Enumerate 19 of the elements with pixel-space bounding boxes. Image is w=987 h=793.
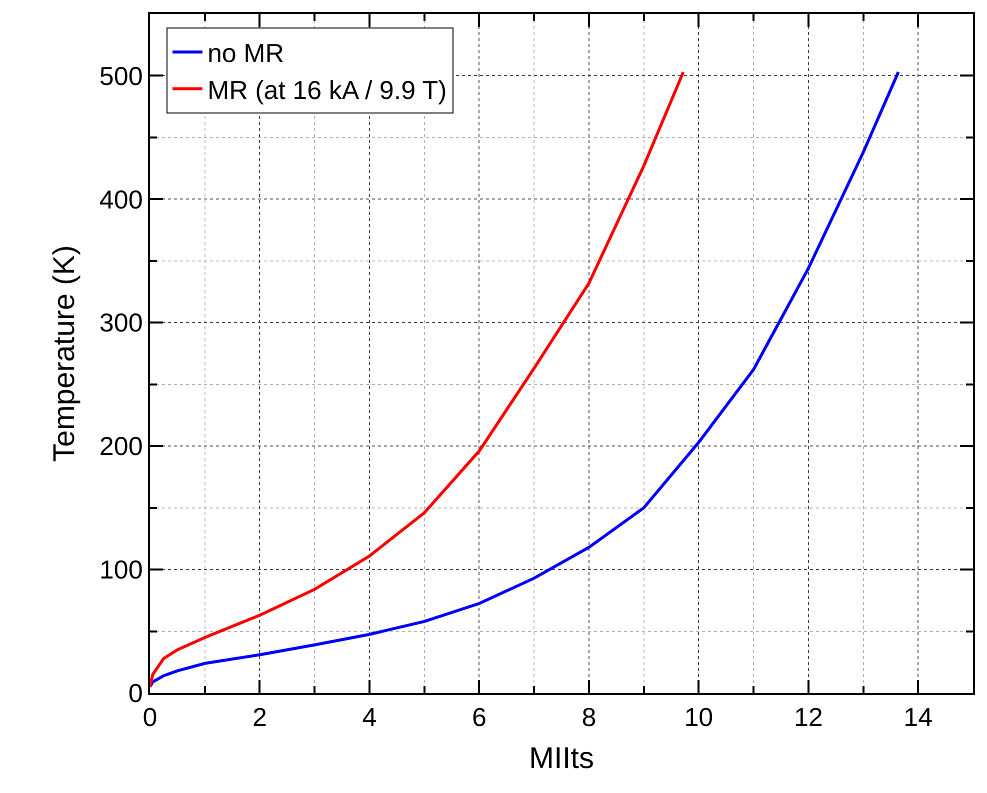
y-tick-label: 100 bbox=[99, 554, 143, 585]
y-tick-label: 300 bbox=[99, 308, 143, 338]
x-tick-label: 12 bbox=[794, 702, 823, 732]
x-tick-label: 6 bbox=[472, 702, 486, 732]
y-tick-label: 0 bbox=[128, 678, 143, 708]
y-tick-label: 500 bbox=[99, 60, 143, 91]
x-tick-label: 8 bbox=[582, 702, 596, 732]
x-axis-title: MIIts bbox=[529, 742, 594, 776]
y-tick-label: 200 bbox=[99, 431, 143, 462]
legend-label: MR (at 16 kA / 9.9 T) bbox=[207, 74, 447, 105]
x-tick-label: 10 bbox=[684, 702, 714, 732]
x-tick-label: 4 bbox=[362, 702, 377, 732]
y-tick-label: 400 bbox=[99, 184, 143, 214]
line-series bbox=[150, 70, 900, 688]
y-axis-title: Temperature (K) bbox=[48, 245, 81, 462]
x-tick-label: 14 bbox=[904, 702, 933, 732]
line-series bbox=[150, 70, 685, 688]
legend-label: no MR bbox=[207, 38, 284, 68]
x-tick-label: 2 bbox=[252, 702, 267, 732]
